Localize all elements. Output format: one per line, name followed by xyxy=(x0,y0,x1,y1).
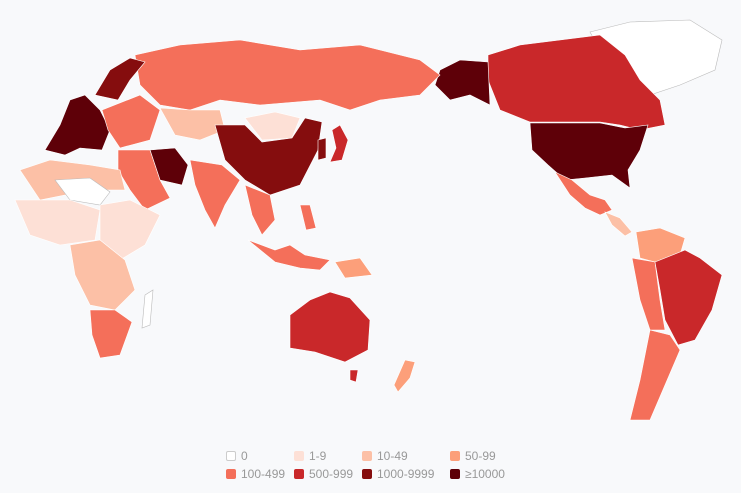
legend-swatch xyxy=(450,469,460,479)
region-argentina[interactable] xyxy=(629,329,681,421)
region-tasmania[interactable] xyxy=(349,369,359,383)
region-southeast-asia[interactable] xyxy=(244,184,276,236)
region-usa[interactable] xyxy=(529,122,649,189)
legend-label: ≥10000 xyxy=(465,467,505,481)
legend-label: 500-999 xyxy=(309,467,354,481)
legend-label: 50-99 xyxy=(465,449,496,463)
legend-item-10-49[interactable]: 10-49 xyxy=(362,449,450,463)
legend-item-1-9[interactable]: 1-9 xyxy=(294,449,362,463)
region-india[interactable] xyxy=(189,159,241,229)
region-sahara[interactable] xyxy=(54,177,111,206)
region-south-africa[interactable] xyxy=(89,309,133,359)
region-indonesia[interactable] xyxy=(247,239,331,271)
region-brazil[interactable] xyxy=(654,249,723,346)
legend-swatch xyxy=(294,451,304,461)
region-korea[interactable] xyxy=(317,137,327,161)
legend-swatch xyxy=(450,451,460,461)
legend-swatch xyxy=(226,451,236,461)
region-new-zealand[interactable] xyxy=(393,359,416,393)
region-central-africa[interactable] xyxy=(69,239,136,311)
region-eastern-europe[interactable] xyxy=(101,94,161,149)
region-mongolia[interactable] xyxy=(244,111,301,141)
region-nordics[interactable] xyxy=(94,57,146,101)
legend-item-10000-plus[interactable]: ≥10000 xyxy=(450,467,530,481)
legend-item-1000-9999[interactable]: 1000-9999 xyxy=(362,467,450,481)
region-japan[interactable] xyxy=(329,124,349,163)
region-mexico[interactable] xyxy=(554,171,613,216)
world-map xyxy=(14,19,723,421)
legend-label: 1000-9999 xyxy=(377,467,435,481)
legend-item-50-99[interactable]: 50-99 xyxy=(450,449,530,463)
legend-label: 0 xyxy=(241,449,248,463)
region-western-europe[interactable] xyxy=(44,94,111,156)
legend-item-0[interactable]: 0 xyxy=(226,449,294,463)
region-china[interactable] xyxy=(214,117,323,196)
region-central-america[interactable] xyxy=(604,211,633,237)
legend-item-100-499[interactable]: 100-499 xyxy=(226,467,294,481)
region-papua[interactable] xyxy=(334,257,373,279)
region-canada[interactable] xyxy=(487,34,666,131)
region-alaska[interactable] xyxy=(434,59,491,106)
legend-label: 1-9 xyxy=(309,449,327,463)
region-west-africa[interactable] xyxy=(14,199,101,246)
region-madagascar[interactable] xyxy=(141,289,154,329)
legend-label: 100-499 xyxy=(241,467,286,481)
region-philippines[interactable] xyxy=(299,204,317,231)
legend-swatch xyxy=(362,469,372,479)
legend-item-500-999[interactable]: 500-999 xyxy=(294,467,362,481)
map-legend: 0 1-9 10-49 50-99 100-499 500-999 1000-9… xyxy=(226,449,530,481)
region-kazakhstan[interactable] xyxy=(159,107,226,141)
legend-swatch xyxy=(226,469,236,479)
legend-label: 10-49 xyxy=(377,449,408,463)
region-australia[interactable] xyxy=(289,291,371,363)
region-russia[interactable] xyxy=(134,39,441,111)
legend-swatch xyxy=(362,451,372,461)
legend-swatch xyxy=(294,469,304,479)
